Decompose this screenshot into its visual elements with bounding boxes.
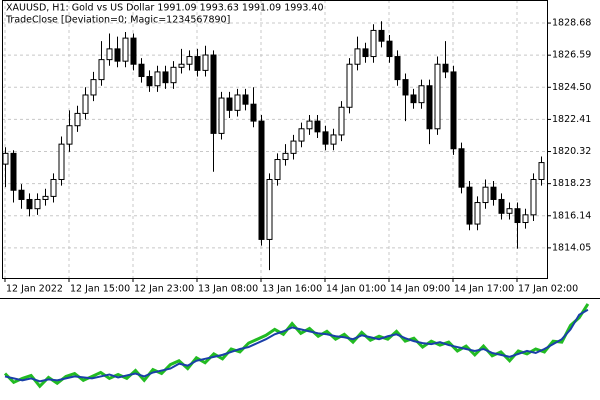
x-tick-label: 13 Jan 16:00 (262, 284, 322, 295)
candle-body (506, 208, 513, 214)
candle-body (218, 97, 225, 134)
candle-body (74, 112, 81, 127)
candle-body (522, 214, 529, 224)
y-tick-label: 1826.59 (552, 50, 591, 61)
candle-body (538, 162, 545, 180)
candle-body (314, 120, 321, 133)
candle-body (298, 128, 305, 142)
candle-body (514, 208, 521, 224)
indicator-line (4, 308, 589, 383)
x-tick-label: 14 Jan 17:00 (454, 284, 514, 295)
candle-body (370, 29, 377, 58)
candle-body (386, 40, 393, 58)
candle-body (186, 56, 193, 65)
candle-body (18, 189, 25, 200)
candle-body (138, 63, 145, 78)
plot-frame (2, 0, 548, 279)
chart-subtitle: TradeClose [Deviation=0; Magic=123456789… (5, 15, 230, 26)
candle-body (154, 71, 161, 87)
candle-body (434, 63, 441, 130)
y-tick-label: 1814.05 (552, 242, 591, 253)
candle-body (114, 48, 121, 62)
candle-body (98, 59, 105, 81)
candle-body (274, 159, 281, 180)
grid (2, 0, 548, 278)
candle-body (426, 85, 433, 130)
marks (2, 21, 590, 389)
candle-body (10, 152, 17, 191)
y-tick-label: 1818.23 (552, 178, 591, 189)
candle-body (58, 143, 65, 180)
candle-body (362, 48, 369, 58)
candle-body (250, 103, 257, 122)
candle-body (146, 76, 153, 87)
candle-body (202, 54, 209, 71)
candle-body (306, 120, 313, 130)
candle-body (2, 152, 9, 165)
candle-body (122, 37, 129, 62)
candle-body (346, 63, 353, 108)
candle-body (242, 94, 249, 105)
candle-body (474, 202, 481, 225)
candle-body (442, 63, 449, 73)
candle-body (130, 37, 137, 65)
y-tick-label: 1816.14 (552, 210, 591, 221)
candle-body (226, 97, 233, 111)
candle-body (418, 85, 425, 104)
x-tick-label: 17 Jan 02:00 (518, 284, 578, 295)
candle-body (290, 140, 297, 154)
candle-body (34, 198, 41, 210)
chart-title: XAUUSD, H1: Gold vs US Dollar 1991.09 19… (6, 3, 324, 14)
candle-body (402, 79, 409, 96)
candle-body (322, 131, 329, 145)
candle-body (354, 48, 361, 65)
candle-body (482, 186, 489, 204)
candle-body (458, 148, 465, 188)
candle-body (234, 94, 241, 111)
candle-body (394, 56, 401, 81)
candle-body (330, 134, 337, 145)
x-tick-label: 12 Jan 2022 (6, 284, 63, 295)
candle-body (266, 178, 273, 240)
x-tick-label: 12 Jan 15:00 (70, 284, 130, 295)
y-tick-label: 1820.32 (552, 146, 591, 157)
candle-body (26, 198, 33, 210)
candle-body (82, 94, 89, 114)
candle-body (498, 198, 505, 214)
y-tick-label: 1824.50 (552, 82, 591, 93)
candle-body (210, 54, 217, 134)
y-tick-label: 1828.68 (552, 18, 591, 29)
x-tick-label: 12 Jan 23:00 (134, 284, 194, 295)
candle-body (378, 29, 385, 42)
candle-body (466, 186, 473, 225)
candle-body (258, 120, 265, 240)
candle-body (338, 106, 345, 136)
candle-body (530, 178, 537, 216)
x-tick-label: 14 Jan 09:00 (390, 284, 450, 295)
candle-body (490, 186, 497, 200)
candle-body (90, 79, 97, 96)
candle-body (170, 66, 177, 84)
candle-body (106, 48, 113, 61)
candle-body (194, 56, 201, 71)
y-tick-label: 1822.41 (552, 114, 591, 125)
candle-body (66, 125, 73, 145)
candle-body (162, 71, 169, 84)
candle-body (42, 195, 49, 200)
candle-body (178, 63, 185, 68)
x-tick-label: 13 Jan 08:00 (198, 284, 258, 295)
candle-body (450, 71, 457, 150)
candle-body (410, 94, 417, 104)
candle-body (282, 152, 289, 161)
candle-body (50, 178, 57, 197)
x-tick-label: 14 Jan 01:00 (326, 284, 386, 295)
